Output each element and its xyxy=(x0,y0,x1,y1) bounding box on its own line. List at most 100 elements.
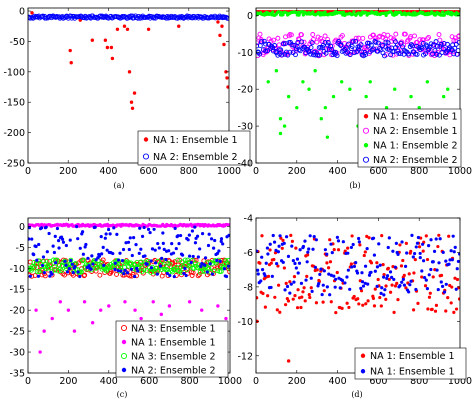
data-point xyxy=(274,248,278,253)
data-point xyxy=(162,247,166,251)
data-point xyxy=(437,37,443,43)
x-tick-label: 600 xyxy=(369,376,387,387)
data-point xyxy=(348,287,352,291)
legend-label: NA 1: Ensemble 1 xyxy=(373,112,458,123)
data-point xyxy=(39,3,42,6)
data-point xyxy=(303,239,307,243)
data-point xyxy=(205,265,211,271)
data-point xyxy=(83,245,87,249)
data-point xyxy=(200,232,205,236)
data-point xyxy=(396,298,400,302)
data-point xyxy=(42,271,46,275)
data-point xyxy=(152,227,156,231)
data-point xyxy=(73,264,77,269)
data-point xyxy=(282,124,287,128)
data-point xyxy=(60,3,63,6)
data-point xyxy=(127,70,132,74)
data-point xyxy=(376,277,380,282)
data-point xyxy=(177,24,181,28)
data-point xyxy=(258,261,262,265)
data-point xyxy=(412,33,417,39)
data-point xyxy=(453,245,457,249)
data-point xyxy=(52,3,55,6)
data-point xyxy=(345,275,349,279)
data-point xyxy=(315,34,321,40)
data-point xyxy=(354,261,358,265)
data-point xyxy=(98,3,101,6)
data-point xyxy=(356,297,360,301)
data-point xyxy=(44,3,47,6)
data-point xyxy=(41,255,46,259)
data-point xyxy=(414,287,418,292)
data-point xyxy=(89,267,93,271)
chart-panel-d: 0 200 400 600 800 1000 -4 -6 -8 -10 -12 NA 1: Ensem… xyxy=(237,214,472,400)
data-point xyxy=(452,250,456,254)
data-point xyxy=(278,310,282,314)
data-point xyxy=(346,268,350,272)
data-point xyxy=(65,270,70,274)
data-point xyxy=(116,269,120,273)
data-point xyxy=(46,3,49,6)
data-point xyxy=(95,3,98,6)
data-point xyxy=(287,49,293,55)
data-point xyxy=(282,241,286,245)
data-point xyxy=(393,87,397,91)
data-point xyxy=(151,3,154,6)
data-point xyxy=(276,42,282,48)
data-point xyxy=(99,3,102,6)
data-point xyxy=(82,300,87,304)
data-point xyxy=(203,3,206,6)
data-point xyxy=(394,241,398,245)
data-point xyxy=(180,253,185,257)
data-point xyxy=(291,297,295,301)
data-point xyxy=(130,253,134,258)
data-point xyxy=(105,45,110,50)
data-point xyxy=(176,3,179,6)
data-point xyxy=(457,12,460,16)
data-point xyxy=(343,281,347,285)
data-point xyxy=(88,3,91,6)
data-point xyxy=(357,236,361,241)
data-point xyxy=(433,13,437,17)
data-point xyxy=(190,3,193,6)
data-point xyxy=(407,272,411,276)
y-tick-label: -50 xyxy=(9,37,25,48)
data-point xyxy=(90,38,95,42)
data-point xyxy=(28,274,32,278)
data-point xyxy=(222,42,226,47)
data-point xyxy=(125,27,130,31)
panel-caption: (b) xyxy=(349,181,360,190)
data-point xyxy=(289,282,293,286)
y-tick-label: -25 xyxy=(9,327,25,338)
data-point xyxy=(170,3,173,6)
data-point xyxy=(122,24,127,28)
data-point xyxy=(52,267,58,273)
data-point xyxy=(449,301,453,305)
data-point xyxy=(363,264,368,268)
data-point xyxy=(439,280,443,284)
y-tick-label: -10 xyxy=(237,317,253,328)
data-point xyxy=(87,264,91,268)
data-point xyxy=(290,239,294,243)
data-point xyxy=(420,269,424,273)
data-point xyxy=(299,305,303,310)
data-point xyxy=(181,3,184,6)
data-point xyxy=(363,281,367,285)
data-point xyxy=(58,3,61,6)
data-point xyxy=(185,257,191,263)
data-point xyxy=(351,12,355,16)
data-point xyxy=(328,293,332,297)
data-point xyxy=(207,3,210,6)
data-point xyxy=(454,307,459,311)
data-point xyxy=(398,51,403,57)
data-point xyxy=(265,48,271,54)
data-point xyxy=(382,53,387,59)
data-point xyxy=(74,3,77,6)
data-point xyxy=(323,248,327,252)
data-point xyxy=(360,280,365,284)
data-point xyxy=(216,20,220,24)
data-point xyxy=(307,87,311,91)
data-point xyxy=(115,27,120,31)
data-point xyxy=(217,3,220,6)
points-c xyxy=(28,222,230,354)
